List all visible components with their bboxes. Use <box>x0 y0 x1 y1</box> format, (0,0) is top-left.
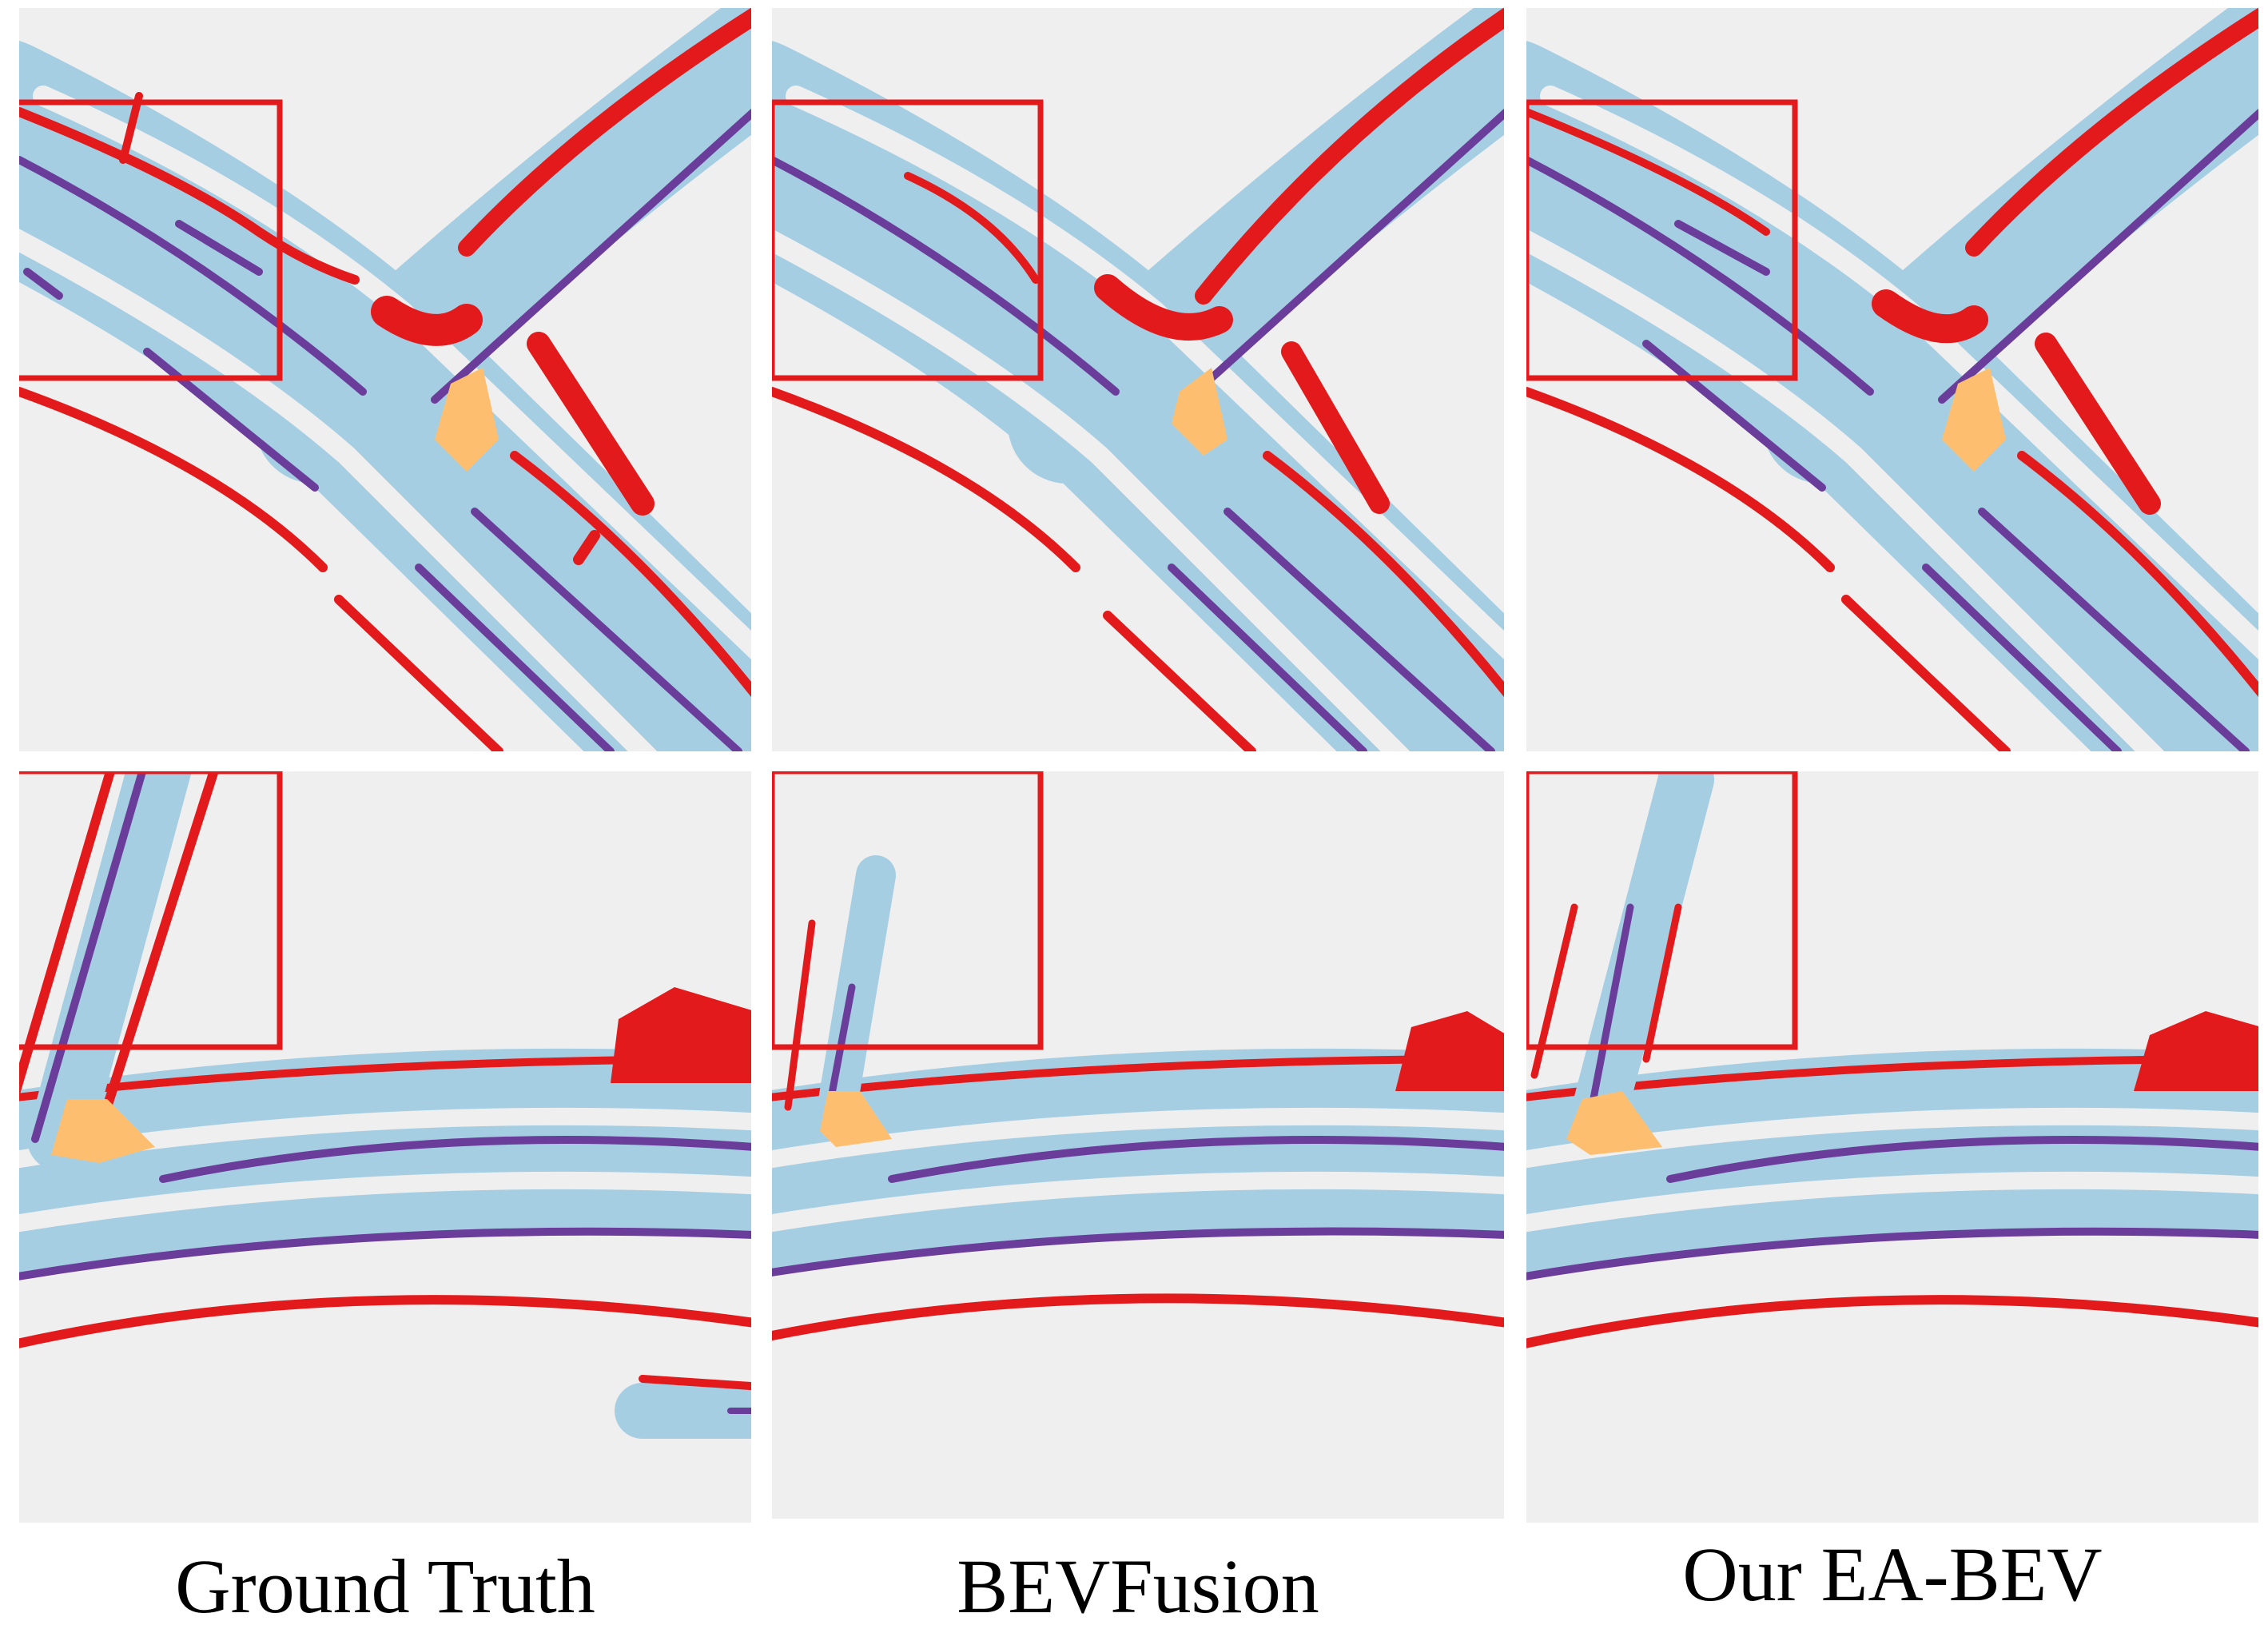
panel-bevfusion-bottom <box>772 771 1504 1519</box>
highlight-box <box>19 771 283 1050</box>
highlight-box <box>1526 771 1798 1050</box>
panel-bevfusion-top <box>772 8 1504 751</box>
bev-map-ea-bev-bottom <box>1526 771 2258 1348</box>
bev-map-ground-truth-top <box>19 8 751 751</box>
bev-map-ea-bev-top <box>1526 8 2258 751</box>
panel-ea-bev-bottom <box>1526 771 2258 1523</box>
caption-bevfusion: BEVFusion <box>957 1543 1319 1629</box>
highlight-box <box>772 99 1044 381</box>
caption-ea-bev: Our EA-BEV <box>1682 1531 2103 1617</box>
caption-ground-truth: Ground Truth <box>175 1543 595 1629</box>
panel-ground-truth-top <box>19 8 751 751</box>
bev-map-bevfusion-top <box>772 8 1504 751</box>
panel-ground-truth-bottom <box>19 771 751 1523</box>
bev-map-ground-truth-bottom <box>19 771 751 1439</box>
highlight-box <box>772 771 1044 1050</box>
panel-ea-bev-top <box>1526 8 2258 751</box>
highlight-box <box>1526 99 1798 381</box>
bev-map-bevfusion-bottom <box>772 771 1504 1341</box>
highlight-box <box>19 99 283 381</box>
